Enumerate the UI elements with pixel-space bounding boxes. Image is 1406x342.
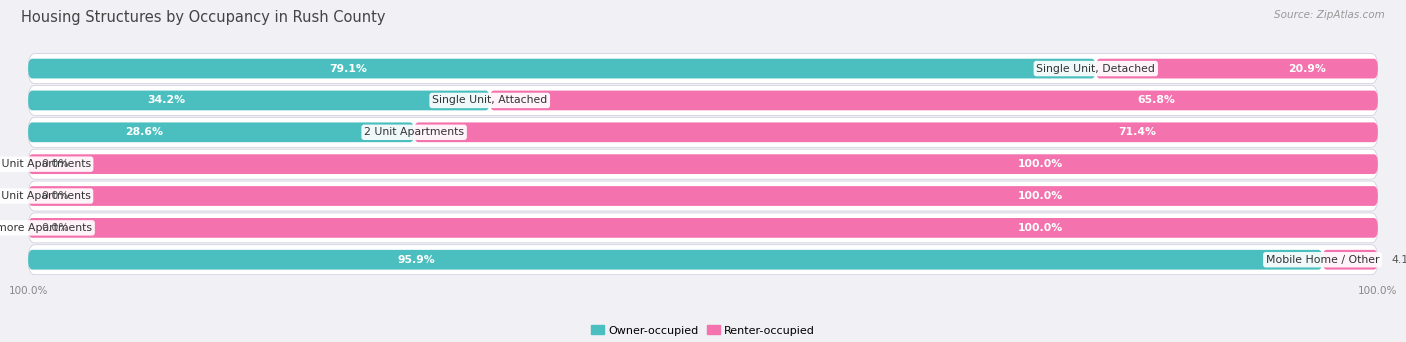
FancyBboxPatch shape <box>415 122 1378 142</box>
Text: 2 Unit Apartments: 2 Unit Apartments <box>364 127 464 137</box>
FancyBboxPatch shape <box>28 91 489 110</box>
Text: 79.1%: 79.1% <box>329 64 367 74</box>
FancyBboxPatch shape <box>489 91 1378 110</box>
Text: 65.8%: 65.8% <box>1137 95 1175 105</box>
Text: 5 to 9 Unit Apartments: 5 to 9 Unit Apartments <box>0 191 90 201</box>
FancyBboxPatch shape <box>28 86 1378 115</box>
Text: 71.4%: 71.4% <box>1118 127 1156 137</box>
Text: Single Unit, Detached: Single Unit, Detached <box>1036 64 1156 74</box>
Text: 100.0%: 100.0% <box>1018 159 1063 169</box>
FancyBboxPatch shape <box>28 117 1378 147</box>
Text: 4.1%: 4.1% <box>1392 255 1406 265</box>
FancyBboxPatch shape <box>28 250 1323 269</box>
Text: 100.0%: 100.0% <box>1018 191 1063 201</box>
Text: 0.0%: 0.0% <box>42 159 69 169</box>
FancyBboxPatch shape <box>28 59 1095 78</box>
Text: 28.6%: 28.6% <box>125 127 163 137</box>
FancyBboxPatch shape <box>1323 250 1378 269</box>
Text: 100.0%: 100.0% <box>1018 223 1063 233</box>
FancyBboxPatch shape <box>1095 59 1378 78</box>
Text: 3 or 4 Unit Apartments: 3 or 4 Unit Apartments <box>0 159 90 169</box>
Legend: Owner-occupied, Renter-occupied: Owner-occupied, Renter-occupied <box>586 321 820 340</box>
Text: 0.0%: 0.0% <box>42 223 69 233</box>
Text: Mobile Home / Other: Mobile Home / Other <box>1265 255 1379 265</box>
FancyBboxPatch shape <box>28 218 1378 238</box>
FancyBboxPatch shape <box>28 122 415 142</box>
Text: Single Unit, Attached: Single Unit, Attached <box>432 95 547 105</box>
Text: 95.9%: 95.9% <box>398 255 436 265</box>
FancyBboxPatch shape <box>28 245 1378 275</box>
FancyBboxPatch shape <box>28 54 1378 83</box>
FancyBboxPatch shape <box>28 154 1378 174</box>
FancyBboxPatch shape <box>28 181 1378 211</box>
Text: 0.0%: 0.0% <box>42 191 69 201</box>
Text: Housing Structures by Occupancy in Rush County: Housing Structures by Occupancy in Rush … <box>21 10 385 25</box>
FancyBboxPatch shape <box>28 213 1378 243</box>
Text: 20.9%: 20.9% <box>1288 64 1326 74</box>
FancyBboxPatch shape <box>28 186 1378 206</box>
Text: Source: ZipAtlas.com: Source: ZipAtlas.com <box>1274 10 1385 20</box>
Text: 10 or more Apartments: 10 or more Apartments <box>0 223 93 233</box>
FancyBboxPatch shape <box>28 149 1378 179</box>
Text: 34.2%: 34.2% <box>148 95 186 105</box>
